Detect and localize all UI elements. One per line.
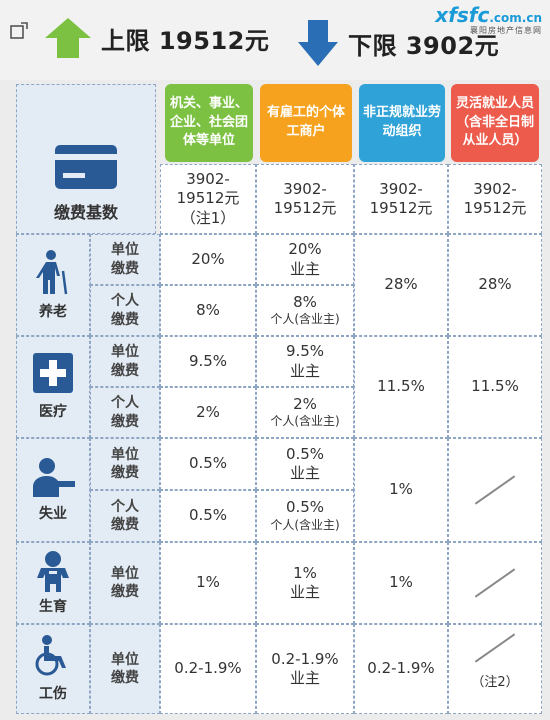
medical-cross-icon: [33, 353, 73, 393]
top-bar: 上限 19512元 下限 3902元 xfsfc.com.cn 襄阳房地产信息网: [0, 0, 550, 80]
unemployment-label: 失业: [39, 506, 67, 522]
unemployment-na-col4: [448, 438, 542, 542]
down-arrow-icon: [298, 20, 338, 66]
medical-unit-label-cell: 单位缴费: [90, 336, 160, 387]
pension-unit-col2: 20% 业主: [256, 234, 354, 285]
upper-limit-text: 上限 19512元: [101, 26, 270, 55]
injury-unit-col3: 0.2-1.9%: [354, 624, 448, 714]
unemployment-unit-label-cell: 单位缴费: [90, 438, 160, 490]
unemployment-unit-col2: 0.5% 业主: [256, 438, 354, 490]
lower-limit: 下限 3902元: [298, 20, 499, 66]
logo-main-text: xfsfc: [435, 3, 490, 27]
medical-merged-col4: 11.5%: [448, 336, 542, 438]
injury-category-cell: 工伤: [16, 624, 90, 714]
share-icon[interactable]: [10, 22, 28, 40]
injury-note: （注2）: [471, 674, 519, 690]
col-header-individual-business: 有雇工的个体工商户: [260, 84, 352, 162]
pension-category-cell: 养老: [16, 234, 90, 336]
maternity-unit-col3: 1%: [354, 542, 448, 624]
not-applicable-slash: [474, 568, 516, 598]
medical-merged-col3: 11.5%: [354, 336, 448, 438]
base-value-4: 3902-19512元: [448, 164, 542, 234]
not-applicable-slash: [474, 632, 516, 663]
upper-limit: 上限 19512元: [45, 18, 269, 58]
medical-unit-col2: 9.5% 业主: [256, 336, 354, 387]
medical-personal-label-cell: 个人缴费: [90, 387, 160, 438]
unemployment-personal-col2: 0.5% 个人(含业主): [256, 490, 354, 542]
base-value-2: 3902-19512元: [256, 164, 354, 234]
pension-personal-label-cell: 个人缴费: [90, 285, 160, 336]
base-value-1: 3902-19512元（注1）: [160, 164, 256, 234]
site-logo: xfsfc.com.cn 襄阳房地产信息网: [435, 3, 542, 36]
injury-na-col4: （注2）: [448, 624, 542, 714]
medical-unit-col1: 9.5%: [160, 336, 256, 387]
baby-icon: [37, 551, 69, 592]
unemployment-personal-col1: 0.5%: [160, 490, 256, 542]
maternity-unit-col1: 1%: [160, 542, 256, 624]
pension-unit-label-cell: 单位缴费: [90, 234, 160, 285]
unemployment-unit-col1: 0.5%: [160, 438, 256, 490]
up-arrow-icon: [45, 18, 91, 58]
logo-subtitle: 襄阳房地产信息网: [470, 26, 542, 35]
unemployment-personal-label-cell: 个人缴费: [90, 490, 160, 542]
maternity-label: 生育: [39, 599, 67, 615]
pension-label: 养老: [39, 304, 67, 320]
base-label-cell: 缴费基数: [16, 84, 156, 234]
maternity-na-col4: [448, 542, 542, 624]
lower-limit-text: 下限 3902元: [348, 31, 500, 60]
medical-category-cell: 医疗: [16, 336, 90, 438]
not-applicable-slash: [474, 475, 516, 505]
medical-label: 医疗: [39, 404, 67, 420]
unemployed-person-icon: [33, 458, 75, 497]
unemployment-merged-col3: 1%: [354, 438, 448, 542]
logo-domain: .com.cn: [489, 11, 542, 25]
unemployment-category-cell: 失业: [16, 438, 90, 542]
col-header-institutions: 机关、事业、企业、社会团体等单位: [165, 84, 253, 162]
maternity-unit-col2: 1% 业主: [256, 542, 354, 624]
elderly-person-icon: [36, 250, 68, 295]
medical-personal-col1: 2%: [160, 387, 256, 438]
pension-merged-col4: 28%: [448, 234, 542, 336]
maternity-category-cell: 生育: [16, 542, 90, 624]
col-header-flexible-employment: 灵活就业人员（含非全日制从业人员）: [451, 84, 539, 162]
base-label: 缴费基数: [53, 203, 118, 222]
base-value-3: 3902-19512元: [354, 164, 448, 234]
medical-personal-col2: 2% 个人(含业主): [256, 387, 354, 438]
injury-unit-col1: 0.2-1.9%: [160, 624, 256, 714]
maternity-unit-label-cell: 单位缴费: [90, 542, 160, 624]
pension-personal-col2: 8% 个人(含业主): [256, 285, 354, 336]
card-icon: [55, 145, 117, 189]
injury-unit-label-cell: 单位缴费: [90, 624, 160, 714]
pension-personal-col1: 8%: [160, 285, 256, 336]
pension-unit-col1: 20%: [160, 234, 256, 285]
wheelchair-icon: [35, 635, 66, 676]
injury-unit-col2: 0.2-1.9% 业主: [256, 624, 354, 714]
col-header-informal-employment: 非正规就业劳动组织: [359, 84, 445, 162]
injury-label: 工伤: [39, 686, 67, 702]
pension-merged-col3: 28%: [354, 234, 448, 336]
